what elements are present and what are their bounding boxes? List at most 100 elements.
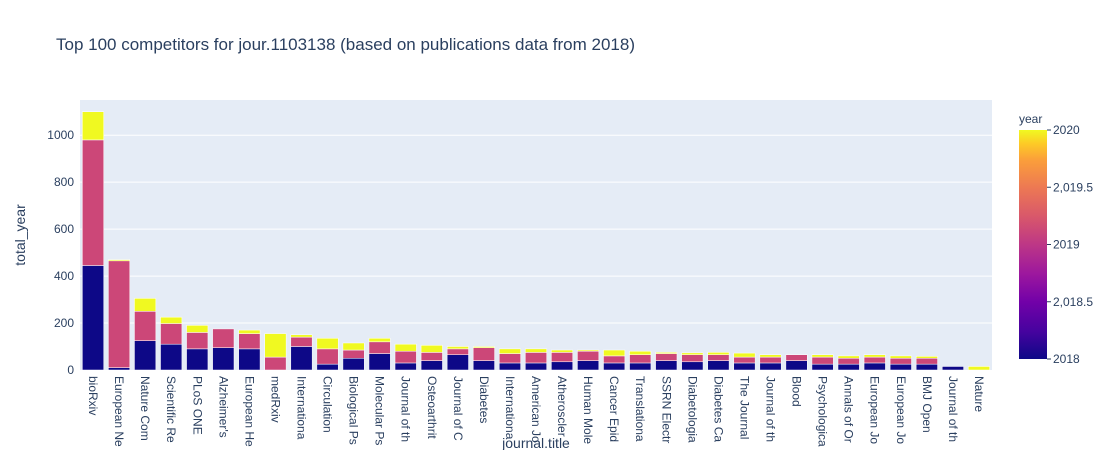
y-axis-ticks: 0 200 400 600 800 1000 xyxy=(47,128,74,377)
bar-segment-2018 xyxy=(707,360,730,371)
bar-segment-2018 xyxy=(655,360,678,371)
bar-segment-2019 xyxy=(707,354,730,361)
x-tick-label: European Jo xyxy=(894,376,908,444)
bar-segment-2020 xyxy=(160,316,183,324)
bar-segment-2018 xyxy=(446,354,469,371)
bar-segment-2018 xyxy=(420,360,443,371)
y-tick-label: 0 xyxy=(67,363,74,377)
x-tick-label: European He xyxy=(242,376,256,447)
bar-segment-2018 xyxy=(681,361,704,371)
bar-segment-2019 xyxy=(186,332,209,350)
colorbar-title: year xyxy=(1019,112,1042,126)
x-tick-label: European Jo xyxy=(868,376,882,444)
y-tick-label: 400 xyxy=(54,269,74,283)
bar-segment-2020 xyxy=(82,111,104,141)
bar-segment-2019 xyxy=(629,354,652,364)
bar-segment-2020 xyxy=(629,350,652,355)
bar-segment-2020 xyxy=(655,352,678,354)
y-tick-label: 600 xyxy=(54,222,74,236)
bar-segment-2020 xyxy=(837,355,860,359)
x-tick-label: Human Mole xyxy=(581,376,595,444)
bar-segment-2018 xyxy=(342,358,365,371)
bar-segment-2019 xyxy=(394,350,417,364)
bar-segment-2019 xyxy=(134,311,157,341)
x-axis-ticks: bioRxiv European Ne Nature Com Scientific R… xyxy=(86,376,986,447)
x-tick-label: Diabetes xyxy=(477,376,491,423)
x-tick-label: The Journal xyxy=(737,376,751,439)
x-tick-label: Nature xyxy=(972,376,986,412)
bar-segment-2020 xyxy=(238,329,261,334)
chart-title: Top 100 competitors for jour.1103138 (ba… xyxy=(56,35,635,54)
bar-segment-2020 xyxy=(186,325,209,333)
x-tick-label: SSRN Electr xyxy=(659,376,673,443)
bar-segment-2018 xyxy=(785,360,808,371)
bar-segment-2019 xyxy=(499,353,521,364)
x-tick-label: Psychologica xyxy=(816,376,830,447)
bar-segment-2018 xyxy=(160,343,183,371)
bar-segment-2020 xyxy=(446,346,469,350)
bar-segment-2019 xyxy=(316,348,339,365)
bars xyxy=(82,111,990,371)
bar-segment-2019 xyxy=(472,347,495,361)
bar-segment-2018 xyxy=(941,366,964,371)
bar-segment-2018 xyxy=(915,363,938,371)
bar-segment-2018 xyxy=(551,361,573,371)
x-tick-label: Osteoarthrit xyxy=(425,376,439,439)
colorbar-ticks: 2020 2,019.5 2019 2,018.5 2018 xyxy=(1047,123,1093,366)
bar-segment-2019 xyxy=(160,323,183,345)
bar-segment-2019 xyxy=(785,354,808,361)
x-tick-label: Internationa xyxy=(294,376,308,440)
bar-segment-2018 xyxy=(238,348,261,371)
bar-segment-2019 xyxy=(525,352,547,364)
x-tick-label: Circulation xyxy=(321,376,335,433)
colorbar-tick-label: 2,019.5 xyxy=(1053,180,1093,194)
x-tick-label: Journal of C xyxy=(451,376,465,441)
bar-segment-2020 xyxy=(472,346,495,348)
bar-segment-2020 xyxy=(863,354,886,358)
y-tick-label: 200 xyxy=(54,316,74,330)
x-tick-label: PLoS ONE xyxy=(190,376,204,435)
bar-segment-2019 xyxy=(420,352,443,361)
bar-segment-2019 xyxy=(577,350,600,361)
bar-segment-2019 xyxy=(811,356,834,365)
bar-segment-2020 xyxy=(733,352,756,358)
bar-segment-2019 xyxy=(238,333,261,350)
bar-segment-2018 xyxy=(603,362,626,371)
bar-segment-2020 xyxy=(577,349,600,352)
bar-segment-2018 xyxy=(811,363,834,371)
x-tick-label: Molecular Ps xyxy=(373,376,387,445)
x-tick-label: Biological Ps xyxy=(347,376,361,445)
bar-segment-2020 xyxy=(394,343,417,352)
x-tick-label: medRxiv xyxy=(268,376,282,423)
bar-segment-2020 xyxy=(342,342,365,351)
x-tick-label: Blood xyxy=(790,376,804,407)
bar-segment-2020 xyxy=(368,338,391,343)
x-tick-label: Diabetes Ca xyxy=(711,376,725,442)
bar-segment-2019 xyxy=(681,354,704,363)
bar-segment-2019 xyxy=(264,356,287,371)
colorbar-tick-label: 2019 xyxy=(1053,238,1080,252)
x-axis-title: journal.title xyxy=(501,435,570,450)
bar-segment-2018 xyxy=(134,340,157,371)
bar-segment-2020 xyxy=(603,349,626,357)
bar-segment-2020 xyxy=(968,366,990,371)
bar-segment-2019 xyxy=(212,328,235,348)
bar-segment-2018 xyxy=(733,362,756,371)
bar-segment-2019 xyxy=(837,358,860,365)
colorbar-tick-label: 2018 xyxy=(1053,352,1080,366)
bar-segment-2018 xyxy=(290,346,313,371)
plot-background xyxy=(80,100,992,370)
bar-segment-2018 xyxy=(889,363,912,371)
bar-segment-2019 xyxy=(446,348,469,355)
x-tick-label: Translationa xyxy=(633,376,647,442)
bar-segment-2018 xyxy=(629,362,652,371)
y-axis-title: total_year xyxy=(12,204,28,266)
x-tick-label: Scientific Re xyxy=(164,376,178,443)
y-tick-label: 800 xyxy=(54,175,74,189)
bar-segment-2018 xyxy=(316,363,339,371)
bar-segment-2018 xyxy=(394,362,417,371)
bar-segment-2018 xyxy=(525,362,547,371)
bar-segment-2020 xyxy=(316,338,339,350)
x-tick-label: Journal of th xyxy=(946,376,960,442)
